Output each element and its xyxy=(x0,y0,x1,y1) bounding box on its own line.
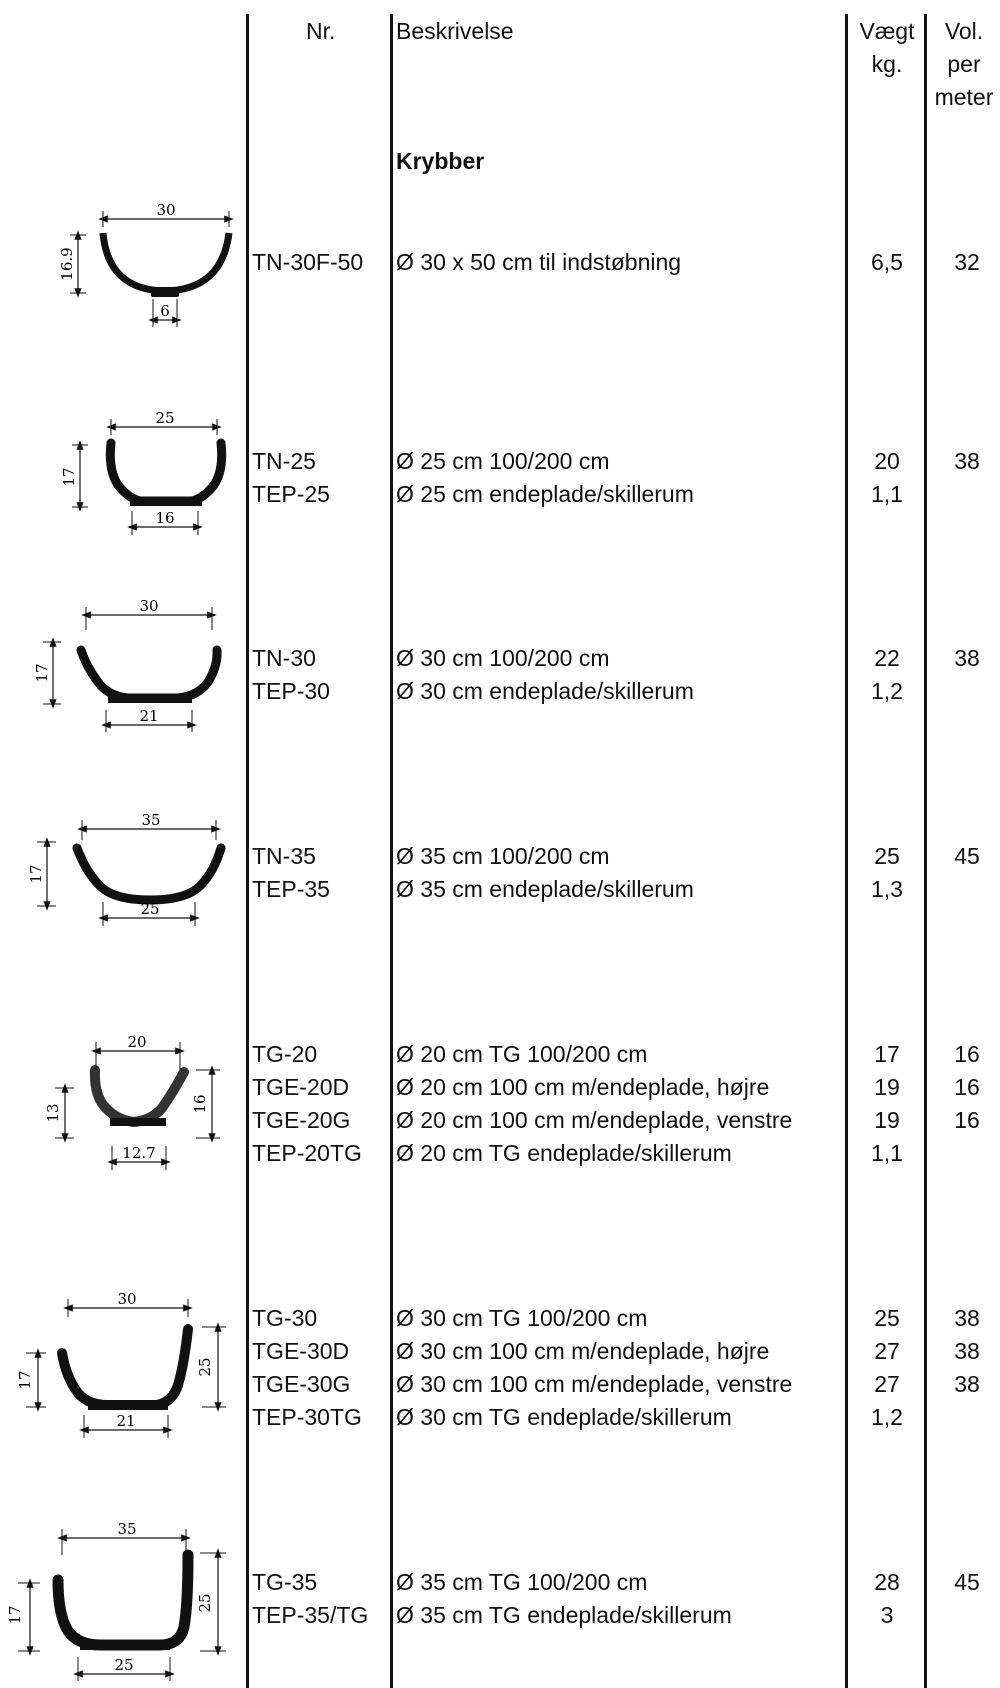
product-volume: 38 xyxy=(954,645,980,671)
product-weight: 22 1,2 xyxy=(871,645,903,704)
product-weight: 17 19 19 1,1 xyxy=(871,1041,903,1166)
header-nr: Nr. xyxy=(306,18,336,44)
product-number: TG-30 TGE-30D TGE-30G TEP-30TG xyxy=(252,1305,362,1430)
header-vaegt: Vægt kg. xyxy=(859,18,915,77)
product-description: Ø 35 cm TG 100/200 cm Ø 35 cm TG endeplad… xyxy=(396,1569,732,1628)
product-volume: 32 xyxy=(954,249,980,275)
header-vol: Vol. per meter xyxy=(934,18,994,110)
product-volume: 45 xyxy=(954,1569,980,1595)
svg-text:25: 25 xyxy=(196,1357,214,1376)
svg-text:21: 21 xyxy=(139,707,158,725)
product-number: TG-35 TEP-35/TG xyxy=(252,1569,369,1628)
trough-profile-drawing: 30 17 25 21 xyxy=(0,1285,246,1445)
column-divider-nr xyxy=(246,14,249,1688)
product-number: TN-30F-50 xyxy=(252,249,364,275)
section-title: Krybber xyxy=(396,148,485,174)
svg-text:30: 30 xyxy=(156,201,175,219)
product-description: Ø 30 cm 100/200 cm Ø 30 cm endeplade/skil… xyxy=(396,645,694,704)
product-weight: 25 27 27 1,2 xyxy=(871,1305,903,1430)
trough-profile-drawing: 20 13 16 12.7 xyxy=(0,1030,246,1180)
svg-text:25: 25 xyxy=(114,1656,133,1674)
trough-profile-drawing: 35 17 25 xyxy=(0,810,246,940)
product-weight: 6,5 xyxy=(871,249,903,275)
product-weight: 25 1,3 xyxy=(871,843,903,902)
svg-text:20: 20 xyxy=(127,1033,146,1051)
product-volume: 45 xyxy=(954,843,980,869)
product-volume: 38 xyxy=(954,448,980,474)
svg-text:25: 25 xyxy=(196,1593,214,1612)
svg-text:21: 21 xyxy=(116,1412,135,1430)
svg-text:16: 16 xyxy=(191,1094,209,1113)
svg-text:30: 30 xyxy=(139,600,158,615)
product-number: TG-20 TGE-20D TGE-20G TEP-20TG xyxy=(252,1041,362,1166)
svg-text:16: 16 xyxy=(155,509,174,527)
svg-text:6: 6 xyxy=(160,302,170,320)
product-number: TN-30 TEP-30 xyxy=(252,645,330,704)
product-description: Ø 35 cm 100/200 cm Ø 35 cm endeplade/skil… xyxy=(396,843,694,902)
svg-text:30: 30 xyxy=(117,1290,136,1308)
product-volume: 16 16 16 xyxy=(954,1041,980,1133)
product-description: Ø 20 cm TG 100/200 cm Ø 20 cm 100 cm m/en… xyxy=(396,1041,793,1166)
product-description: Ø 30 cm TG 100/200 cm Ø 30 cm 100 cm m/en… xyxy=(396,1305,793,1430)
product-weight: 20 1,1 xyxy=(871,448,903,507)
svg-text:16.9: 16.9 xyxy=(58,247,76,280)
svg-text:13: 13 xyxy=(44,1103,62,1122)
trough-profile-drawing: 30 17 21 xyxy=(0,600,246,740)
product-volume: 38 38 38 xyxy=(954,1305,980,1397)
product-description: Ø 30 x 50 cm til indstøbning xyxy=(396,249,682,275)
product-number: TN-25 TEP-25 xyxy=(252,448,330,507)
column-divider-beskrivelse xyxy=(390,14,393,1688)
trough-profile-drawing: 25 17 16 xyxy=(0,405,246,540)
svg-text:25: 25 xyxy=(140,900,159,918)
svg-text:35: 35 xyxy=(141,811,160,829)
product-weight: 28 3 xyxy=(874,1569,900,1628)
column-divider-vaegt xyxy=(845,14,848,1688)
svg-text:17: 17 xyxy=(27,864,45,883)
svg-text:17: 17 xyxy=(33,663,51,682)
svg-text:17: 17 xyxy=(6,1605,24,1624)
svg-text:17: 17 xyxy=(60,467,78,486)
svg-text:12.7: 12.7 xyxy=(122,1144,155,1162)
product-description: Ø 25 cm 100/200 cm Ø 25 cm endeplade/skil… xyxy=(396,448,694,507)
column-divider-vol xyxy=(924,14,927,1688)
svg-text:35: 35 xyxy=(117,1520,136,1538)
trough-profile-drawing: 30 16.9 6 xyxy=(0,195,246,335)
svg-text:25: 25 xyxy=(155,409,174,427)
product-number: TN-35 TEP-35 xyxy=(252,843,330,902)
header-beskrivelse: Beskrivelse xyxy=(396,18,514,44)
trough-profile-drawing: 35 17 25 25 xyxy=(0,1515,246,1685)
svg-text:17: 17 xyxy=(16,1370,34,1389)
